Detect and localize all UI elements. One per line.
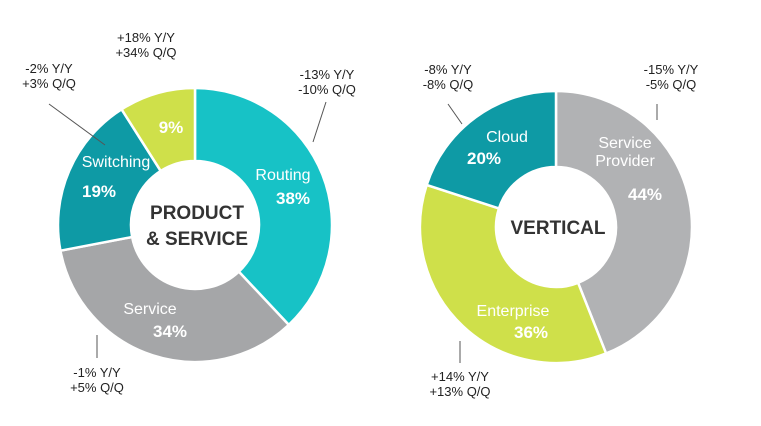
chart-center-title-line: VERTICAL [511,218,606,239]
slice-label-line: Provider [595,153,655,170]
slice-routing [193,86,334,327]
change-annotation: -15% Y/Y -5% Q/Q [644,62,699,92]
slice-cloud [425,89,558,211]
slice-percent: 20% [467,149,501,168]
slice-percent: 44% [628,185,662,204]
slice-service-provider [554,89,694,356]
slice-enterprise [418,183,608,365]
change-annotation-line: +13% Q/Q [429,384,490,399]
slice-label-line: Routing [255,167,310,184]
slice-label: Switching [82,154,150,171]
change-annotation-line: -13% Y/Y [300,67,355,82]
change-annotation: -13% Y/Y -10% Q/Q [298,67,356,97]
change-annotation: -1% Y/Y +5% Q/Q [70,365,124,395]
slice-percent: 9% [159,118,184,137]
donut-chart-2: 44% 36% 20% [418,89,694,365]
slice-service [58,235,291,364]
change-annotation: +14% Y/Y +13% Q/Q [429,369,490,399]
slice-security [119,86,197,173]
change-annotation-line: +14% Y/Y [431,369,489,384]
change-annotation-line: +3% Q/Q [22,76,76,91]
change-annotation: -2% Y/Y +3% Q/Q [22,61,76,91]
change-annotation-line: -5% Q/Q [646,77,697,92]
slice-label-line: Security [144,71,202,88]
slice-switching [56,107,163,253]
slice-label: Security [144,71,202,88]
slice-label-line: Cloud [486,129,528,146]
change-annotation-line: -1% Y/Y [73,365,121,380]
change-annotation-line: -8% Q/Q [423,77,474,92]
slice-percent: 36% [514,323,548,342]
change-annotation-line: -8% Y/Y [424,62,472,77]
chart-center-title: VERTICAL [511,218,606,239]
donut-chart-1: 38% 34% 19% 9% [48,86,334,364]
slice-percent: 19% [82,182,116,201]
slice-label: Enterprise [477,303,550,320]
change-annotation-line: -15% Y/Y [644,62,699,77]
slice-label-line: Switching [82,154,150,171]
change-annotation-line: -10% Q/Q [298,82,356,97]
change-annotation-line: +18% Y/Y [117,30,175,45]
slice-percent: 34% [153,322,187,341]
change-annotation: -8% Y/Y -8% Q/Q [423,62,474,92]
slice-label-line: Service [123,301,176,318]
chart-center-title-line: PRODUCT [150,203,244,224]
slice-label: Cloud [486,129,528,146]
change-annotation-line: +34% Q/Q [115,45,176,60]
change-annotation-line: -2% Y/Y [25,61,73,76]
slice-label-line: Service [598,135,651,152]
slice-label-line: Enterprise [477,303,550,320]
leader-line [312,101,327,143]
leader-line [447,103,463,125]
change-annotation: +18% Y/Y +34% Q/Q [115,30,176,60]
chart-center-title: PRODUCT & SERVICE [146,203,248,250]
slice-label: Routing [255,167,310,184]
chart-center-title-line: & SERVICE [146,229,248,250]
slice-percent: 38% [276,189,310,208]
slice-label: Service Provider [595,135,655,170]
change-annotation-line: +5% Q/Q [70,380,124,395]
slice-label: Service [123,301,176,318]
leader-line [48,103,106,146]
